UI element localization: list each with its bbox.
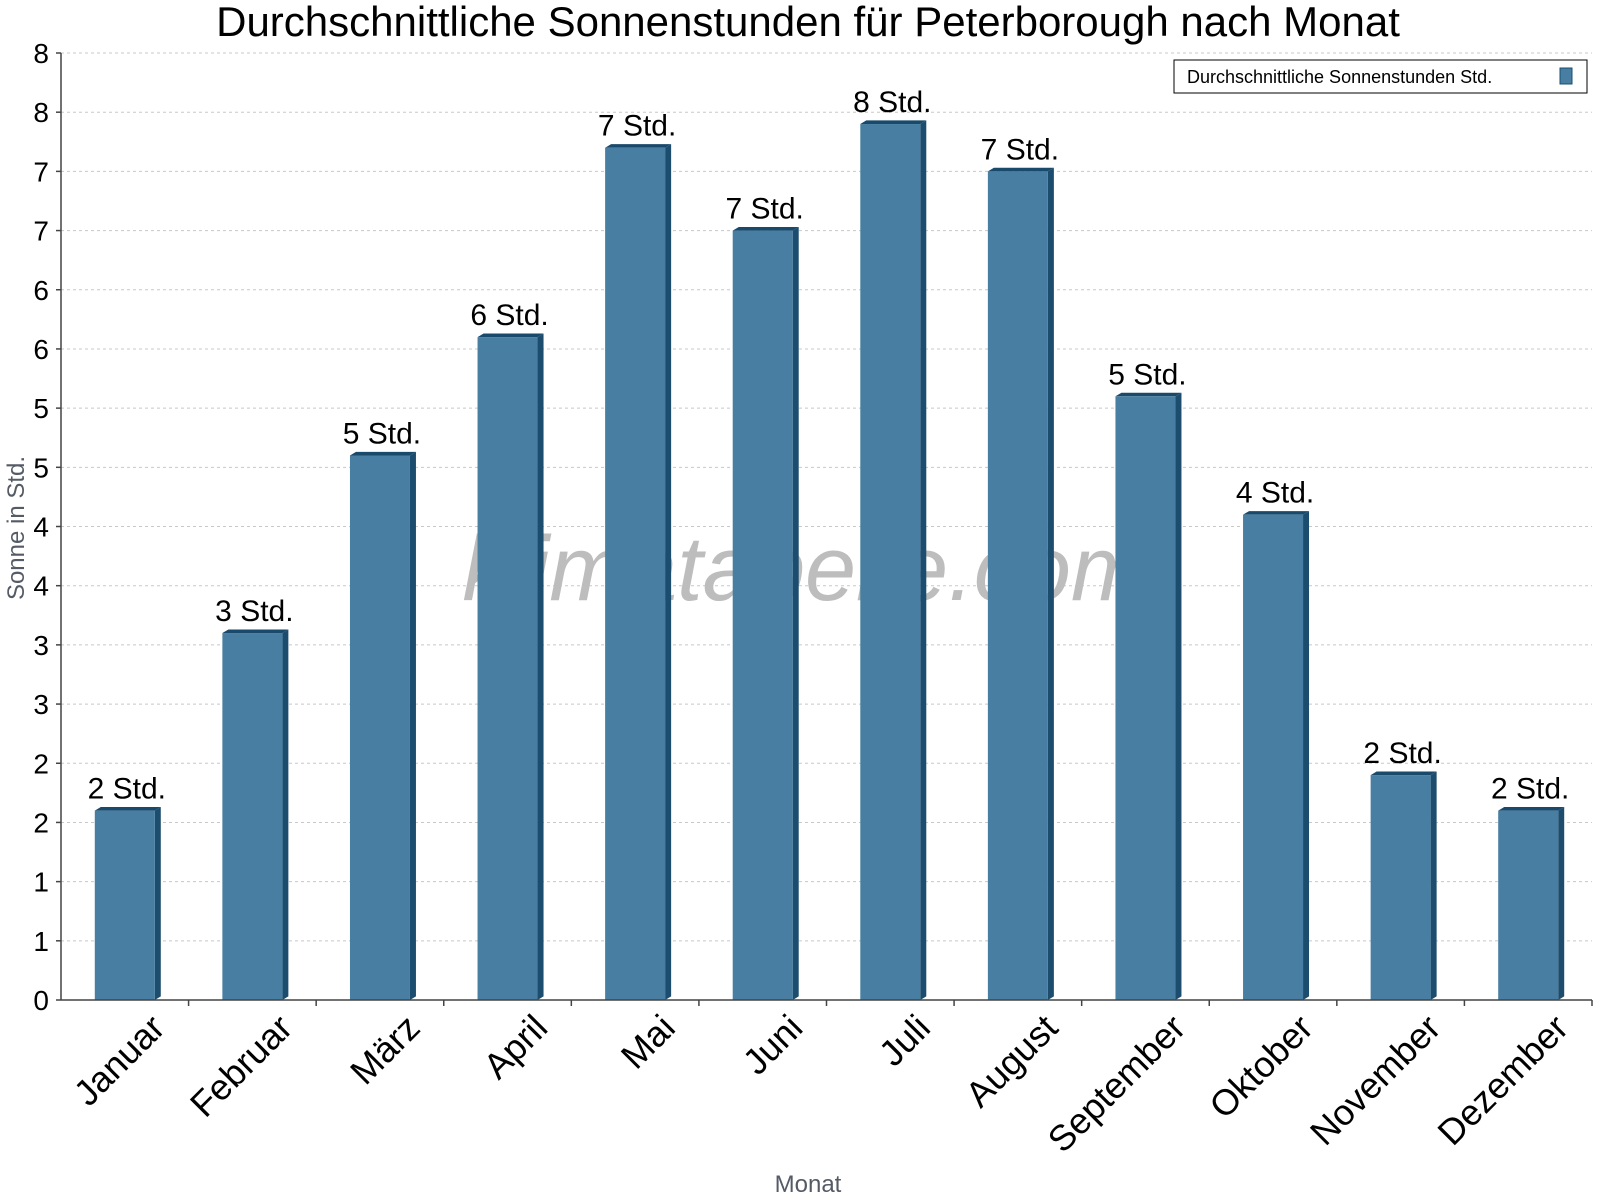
bar-face [860, 124, 921, 1000]
chart-title: Durchschnittliche Sonnenstunden für Pete… [216, 0, 1400, 45]
bar-side [409, 451, 416, 1000]
bar-face [605, 147, 666, 1000]
bar-face [94, 810, 155, 1000]
data-label: 8 Std. [853, 86, 931, 119]
bar-top [605, 144, 672, 148]
data-label: 5 Std. [343, 417, 421, 450]
legend-label: Durchschnittliche Sonnenstunden Std. [1187, 67, 1492, 87]
y-tick-label: 5 [33, 393, 49, 424]
bar-top [94, 807, 161, 811]
y-tick-label: 8 [33, 38, 49, 69]
bar-face [349, 455, 410, 1001]
bar-4 [477, 333, 544, 1001]
bar-9 [1115, 392, 1182, 1001]
y-tick-label: 6 [33, 334, 49, 365]
bar-7 [860, 120, 927, 1001]
y-axis-title: Sonne in Std. [3, 456, 30, 600]
bar-face [477, 337, 538, 1001]
bar-side [282, 629, 289, 1000]
data-label: 3 Std. [215, 595, 293, 628]
bar-side [1175, 392, 1182, 1000]
bar-top [477, 333, 544, 338]
bar-top [987, 167, 1054, 172]
legend: Durchschnittliche Sonnenstunden Std. [1173, 59, 1588, 94]
data-label: 6 Std. [470, 299, 548, 332]
x-axis-title: Monat [775, 1171, 842, 1198]
bar-12 [1498, 807, 1565, 1000]
bar-side [1558, 807, 1565, 1000]
bar-8 [987, 167, 1054, 1000]
bar-3 [349, 451, 416, 1001]
bar-6 [732, 226, 799, 1000]
y-tick-label: 1 [33, 867, 49, 898]
data-label: 7 Std. [726, 193, 804, 226]
bar-top [1115, 392, 1182, 397]
y-tick-label: 3 [33, 630, 49, 661]
bar-top [222, 629, 289, 634]
bar-face [1115, 396, 1176, 1001]
bar-side [665, 144, 672, 1001]
data-label: 5 Std. [1108, 358, 1186, 391]
bar-11 [1370, 771, 1437, 1000]
bar-face [732, 230, 793, 1000]
bar-top [1370, 771, 1437, 776]
bar-side [1430, 771, 1437, 1000]
bar-top [860, 120, 927, 125]
bar-face [1498, 810, 1559, 1000]
bar-top [1498, 807, 1565, 811]
data-label: 2 Std. [88, 773, 166, 806]
bar-top [732, 226, 799, 231]
bar-1 [94, 807, 161, 1000]
bar-2 [222, 629, 289, 1000]
data-label: 2 Std. [1491, 773, 1569, 806]
y-tick-label: 2 [33, 748, 49, 779]
bar-top [1243, 511, 1310, 515]
y-tick-label: 2 [33, 807, 49, 838]
bar-side [792, 226, 799, 1000]
bar-side [1047, 167, 1054, 1000]
bar-side [537, 333, 544, 1000]
y-tick-label: 3 [33, 689, 49, 720]
bar-face [987, 171, 1048, 1000]
y-tick-label: 0 [33, 985, 49, 1016]
y-tick-label: 4 [33, 571, 49, 602]
bar-side [154, 807, 161, 1000]
bar-10 [1243, 511, 1310, 1000]
bar-side [920, 120, 927, 1001]
y-tick-label: 8 [33, 97, 49, 128]
data-label: 7 Std. [598, 110, 676, 143]
bar-top [349, 451, 416, 456]
data-labels: 2 Std. 3 Std. 5 Std. 6 Std. 7 Std. 7 Std. 8 St… [88, 86, 1570, 806]
bar-face [222, 633, 283, 1000]
y-tick-label: 7 [33, 156, 49, 187]
bar-face [1243, 514, 1304, 1000]
bar-face [1370, 775, 1431, 1000]
data-label: 7 Std. [981, 133, 1059, 166]
data-label: 2 Std. [1363, 737, 1441, 770]
y-axis-ticks: 0 1 1 2 2 3 3 4 4 5 5 6 6 7 7 8 8 [33, 38, 61, 1016]
legend-swatch [1559, 67, 1573, 85]
y-tick-label: 6 [33, 275, 49, 306]
bar-side [1303, 511, 1310, 1000]
legend-box [1173, 59, 1588, 94]
y-tick-label: 5 [33, 452, 49, 483]
bars [94, 120, 1565, 1001]
y-tick-label: 4 [33, 512, 49, 543]
data-label: 4 Std. [1236, 477, 1314, 510]
y-tick-label: 1 [33, 926, 49, 957]
bar-5 [605, 144, 672, 1001]
y-tick-label: 7 [33, 216, 49, 247]
